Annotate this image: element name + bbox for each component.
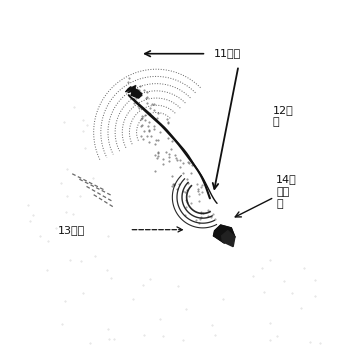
Text: 12进
给: 12进 给 bbox=[272, 105, 293, 127]
Text: 11进刀: 11进刀 bbox=[214, 48, 241, 58]
Text: 14刀
轴方
向: 14刀 轴方 向 bbox=[276, 174, 297, 209]
Polygon shape bbox=[222, 231, 235, 247]
Polygon shape bbox=[214, 225, 235, 243]
Text: 13退刀: 13退刀 bbox=[58, 225, 85, 235]
Polygon shape bbox=[126, 88, 140, 98]
Polygon shape bbox=[128, 85, 142, 96]
Polygon shape bbox=[127, 87, 141, 97]
Polygon shape bbox=[128, 89, 142, 98]
